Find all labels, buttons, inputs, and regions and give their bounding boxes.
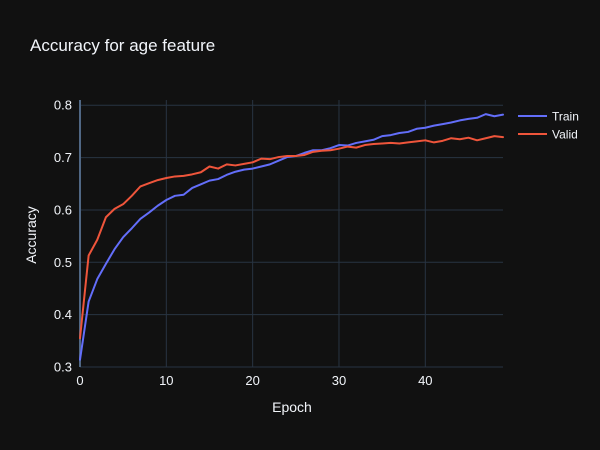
y-tick-label: 0.5 xyxy=(54,255,72,270)
legend-label-valid[interactable]: Valid xyxy=(552,128,578,142)
y-axis-title: Accuracy xyxy=(23,206,39,264)
grid-layer xyxy=(79,100,503,368)
y-tick-label: 0.8 xyxy=(54,98,72,113)
y-tick-label: 0.6 xyxy=(54,202,72,217)
y-tick-label: 0.4 xyxy=(54,307,72,322)
axis-layer: 0.3 0.4 0.5 0.6 0.7 0.8 0 10 20 30 40 xyxy=(54,98,433,388)
series-layer xyxy=(79,113,504,361)
x-tick-label: 40 xyxy=(418,373,432,388)
y-tick-label: 0.7 xyxy=(54,150,72,165)
x-tick-label: 20 xyxy=(245,373,259,388)
x-axis-title: Epoch xyxy=(272,399,312,415)
x-tick-label: 30 xyxy=(332,373,346,388)
legend[interactable]: Train Valid xyxy=(518,110,579,142)
chart-title: Accuracy for age feature xyxy=(30,36,215,55)
series-line-valid xyxy=(79,135,504,340)
x-tick-label: 0 xyxy=(76,373,83,388)
y-tick-label: 0.3 xyxy=(54,360,72,375)
x-tick-label: 10 xyxy=(159,373,173,388)
legend-label-train[interactable]: Train xyxy=(552,110,579,124)
